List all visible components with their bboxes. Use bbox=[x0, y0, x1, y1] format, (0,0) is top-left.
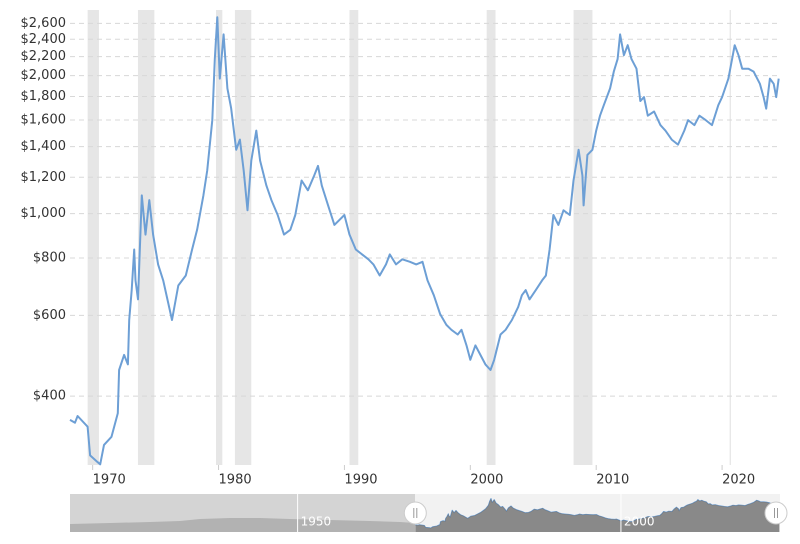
navigator-handle[interactable] bbox=[403, 501, 427, 525]
y-tick-label: $1,200 bbox=[21, 170, 67, 185]
shaded-period bbox=[573, 10, 593, 465]
shaded-period bbox=[234, 10, 252, 465]
shaded-period bbox=[486, 10, 496, 465]
navigator[interactable]: 1950 2000 bbox=[70, 494, 788, 532]
y-tick-label: $2,400 bbox=[21, 32, 67, 47]
x-tick-label: 1980 bbox=[219, 473, 252, 488]
y-tick-label: $1,800 bbox=[21, 89, 67, 104]
y-tick-label: $2,000 bbox=[21, 68, 67, 83]
series-line bbox=[69, 16, 780, 466]
plot-area: $400 $600 $800 $1,000 $1,200 $1,400 $1,600 $1,8… bbox=[21, 10, 780, 488]
y-tick-label: $2,200 bbox=[21, 49, 67, 64]
navigator-history-area bbox=[70, 518, 415, 532]
navigator-mask bbox=[70, 494, 415, 532]
shaded-period bbox=[216, 10, 223, 465]
shaded-period bbox=[137, 10, 155, 465]
x-tick-label: 1970 bbox=[93, 473, 126, 488]
shaded-period bbox=[349, 10, 359, 465]
y-tick-label: $1,000 bbox=[21, 206, 67, 221]
shaded-period bbox=[87, 10, 99, 465]
x-tick-label: 2020 bbox=[722, 473, 755, 488]
y-tick-label: $1,400 bbox=[21, 139, 67, 154]
shaded-period bbox=[729, 10, 731, 465]
x-tick-label: 2000 bbox=[470, 473, 503, 488]
navigator-area bbox=[415, 498, 780, 532]
navigator-tick-label: 1950 bbox=[301, 515, 332, 529]
y-tick-label: $600 bbox=[33, 308, 66, 323]
navigator-tick-label: 2000 bbox=[624, 515, 655, 529]
x-tick-label: 1990 bbox=[344, 473, 377, 488]
x-tick-label: 2010 bbox=[596, 473, 629, 488]
y-tick-label: $800 bbox=[33, 251, 66, 266]
y-tick-label: $1,600 bbox=[21, 113, 67, 128]
y-tick-label: $400 bbox=[33, 389, 66, 404]
navigator-handle[interactable] bbox=[764, 501, 788, 525]
y-tick-label: $2,600 bbox=[21, 16, 67, 31]
